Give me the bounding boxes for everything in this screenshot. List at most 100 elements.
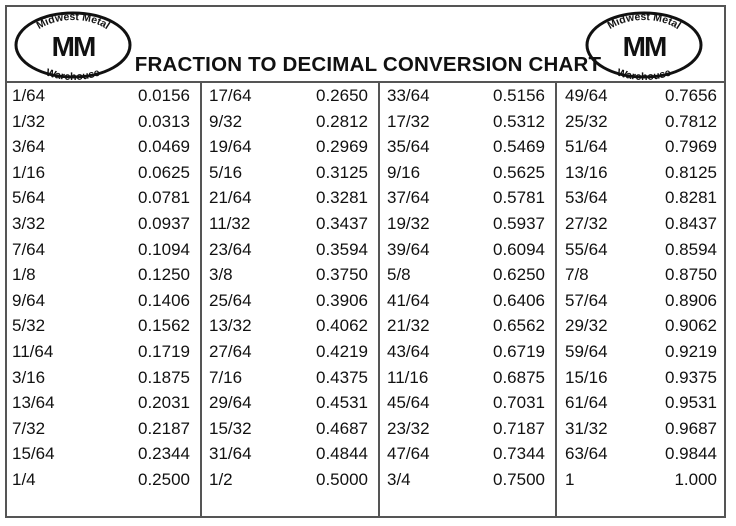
conversion-column-2: 17/64 0.2650 9/32 0.2812 19/64 0.2969 5/16 0.31… bbox=[209, 83, 368, 518]
conversion-column-4: 49/64 0.7656 25/32 0.7812 51/64 0.7969 13/16 0.… bbox=[565, 83, 717, 518]
conversion-row: 3/8 0.3750 bbox=[209, 265, 368, 291]
decimal-value: 0.7812 bbox=[665, 111, 717, 131]
conversion-row: 35/64 0.5469 bbox=[387, 137, 545, 163]
fraction-value: 3/16 bbox=[12, 367, 46, 387]
page-title: FRACTION TO DECIMAL CONVERSION CHART bbox=[134, 53, 602, 76]
decimal-value: 0.8750 bbox=[665, 265, 717, 285]
decimal-value: 0.8594 bbox=[665, 239, 717, 259]
fraction-value: 13/16 bbox=[565, 162, 608, 182]
decimal-value: 0.3437 bbox=[316, 214, 368, 233]
logo-line2: Warehouse bbox=[615, 66, 672, 80]
decimal-value: 0.3594 bbox=[316, 239, 368, 259]
fraction-value: 27/32 bbox=[565, 214, 608, 233]
conversion-row: 1 1.000 bbox=[565, 470, 717, 496]
decimal-value: 0.5156 bbox=[493, 86, 545, 105]
conversion-row: 1/8 0.1250 bbox=[12, 265, 190, 291]
logo-monogram: MM bbox=[623, 31, 666, 62]
decimal-value: 0.9687 bbox=[665, 418, 717, 438]
fraction-value: 15/16 bbox=[565, 367, 608, 387]
conversion-row: 53/64 0.8281 bbox=[565, 188, 717, 214]
conversion-row: 5/16 0.3125 bbox=[209, 163, 368, 189]
decimal-value: 0.7500 bbox=[493, 470, 545, 489]
fraction-value: 19/32 bbox=[387, 214, 430, 233]
fraction-value: 47/64 bbox=[387, 444, 430, 464]
decimal-value: 0.1094 bbox=[138, 239, 190, 259]
fraction-value: 3/64 bbox=[12, 137, 46, 157]
conversion-row: 1/4 0.2500 bbox=[12, 470, 190, 496]
decimal-value: 0.8125 bbox=[665, 162, 717, 182]
fraction-value: 11/64 bbox=[12, 342, 54, 361]
fraction-value: 35/64 bbox=[387, 137, 430, 157]
conversion-row: 9/16 0.5625 bbox=[387, 163, 545, 189]
conversion-row: 39/64 0.6094 bbox=[387, 240, 545, 266]
conversion-column-1: 1/64 0.0156 1/32 0.0313 3/64 0.0469 1/16 0.0625… bbox=[12, 83, 190, 518]
fraction-value: 61/64 bbox=[565, 393, 608, 413]
conversion-row: 27/32 0.8437 bbox=[565, 214, 717, 240]
fraction-value: 5/64 bbox=[12, 188, 46, 208]
decimal-value: 0.0469 bbox=[138, 137, 190, 157]
fraction-value: 23/32 bbox=[387, 418, 430, 438]
conversion-row: 13/64 0.2031 bbox=[12, 393, 190, 419]
fraction-value: 17/32 bbox=[387, 111, 430, 131]
conversion-row: 3/64 0.0469 bbox=[12, 137, 190, 163]
conversion-row: 59/64 0.9219 bbox=[565, 342, 717, 368]
fraction-value: 31/64 bbox=[209, 444, 252, 464]
conversion-row: 21/64 0.3281 bbox=[209, 188, 368, 214]
fraction-value: 9/16 bbox=[387, 162, 421, 182]
conversion-row: 23/64 0.3594 bbox=[209, 240, 368, 266]
conversion-row: 29/64 0.4531 bbox=[209, 393, 368, 419]
fraction-value: 59/64 bbox=[565, 342, 608, 361]
decimal-value: 0.7031 bbox=[493, 393, 545, 413]
decimal-value: 0.7187 bbox=[493, 418, 545, 438]
decimal-value: 0.2812 bbox=[316, 111, 368, 131]
conversion-row: 9/32 0.2812 bbox=[209, 112, 368, 138]
conversion-row: 15/32 0.4687 bbox=[209, 419, 368, 445]
conversion-row: 7/32 0.2187 bbox=[12, 419, 190, 445]
fraction-value: 55/64 bbox=[565, 239, 608, 259]
decimal-value: 0.4375 bbox=[316, 367, 368, 387]
fraction-value: 7/64 bbox=[12, 239, 46, 259]
conversion-row: 1/32 0.0313 bbox=[12, 112, 190, 138]
fraction-value: 11/16 bbox=[387, 367, 429, 387]
conversion-row: 19/64 0.2969 bbox=[209, 137, 368, 163]
decimal-value: 0.9844 bbox=[665, 444, 717, 464]
fraction-value: 57/64 bbox=[565, 290, 608, 310]
conversion-row: 17/64 0.2650 bbox=[209, 86, 368, 112]
svg-text:Warehouse: Warehouse bbox=[615, 66, 672, 80]
fraction-value: 1 bbox=[565, 470, 575, 489]
decimal-value: 0.4687 bbox=[316, 418, 368, 438]
conversion-row: 19/32 0.5937 bbox=[387, 214, 545, 240]
fraction-value: 33/64 bbox=[387, 86, 430, 105]
fraction-value: 27/64 bbox=[209, 342, 252, 361]
decimal-value: 0.8906 bbox=[665, 290, 717, 310]
decimal-value: 0.1250 bbox=[138, 265, 190, 285]
conversion-row: 1/16 0.0625 bbox=[12, 163, 190, 189]
conversion-row: 47/64 0.7344 bbox=[387, 444, 545, 470]
svg-text:Warehouse: Warehouse bbox=[44, 66, 101, 80]
fraction-value: 31/32 bbox=[565, 418, 608, 438]
conversion-row: 23/32 0.7187 bbox=[387, 419, 545, 445]
fraction-value: 1/2 bbox=[209, 470, 233, 489]
conversion-row: 7/64 0.1094 bbox=[12, 240, 190, 266]
conversion-row: 1/2 0.5000 bbox=[209, 470, 368, 496]
conversion-row: 1/64 0.0156 bbox=[12, 86, 190, 112]
fraction-value: 9/64 bbox=[12, 290, 46, 310]
conversion-row: 29/32 0.9062 bbox=[565, 316, 717, 342]
conversion-row: 45/64 0.7031 bbox=[387, 393, 545, 419]
fraction-value: 7/16 bbox=[209, 367, 243, 387]
decimal-value: 0.6562 bbox=[493, 316, 545, 336]
conversion-row: 11/32 0.3437 bbox=[209, 214, 368, 240]
decimal-value: 0.9062 bbox=[665, 316, 717, 336]
decimal-value: 0.4062 bbox=[316, 316, 368, 336]
fraction-value: 9/32 bbox=[209, 111, 243, 131]
decimal-value: 0.6250 bbox=[493, 265, 545, 285]
decimal-value: 0.4844 bbox=[316, 444, 368, 464]
fraction-value: 39/64 bbox=[387, 239, 430, 259]
fraction-value: 17/64 bbox=[209, 86, 252, 105]
fraction-value: 29/32 bbox=[565, 316, 608, 336]
fraction-value: 3/8 bbox=[209, 265, 233, 285]
decimal-value: 0.5312 bbox=[493, 111, 545, 131]
decimal-value: 0.2031 bbox=[138, 393, 190, 413]
conversion-row: 25/64 0.3906 bbox=[209, 291, 368, 317]
conversion-row: 31/64 0.4844 bbox=[209, 444, 368, 470]
